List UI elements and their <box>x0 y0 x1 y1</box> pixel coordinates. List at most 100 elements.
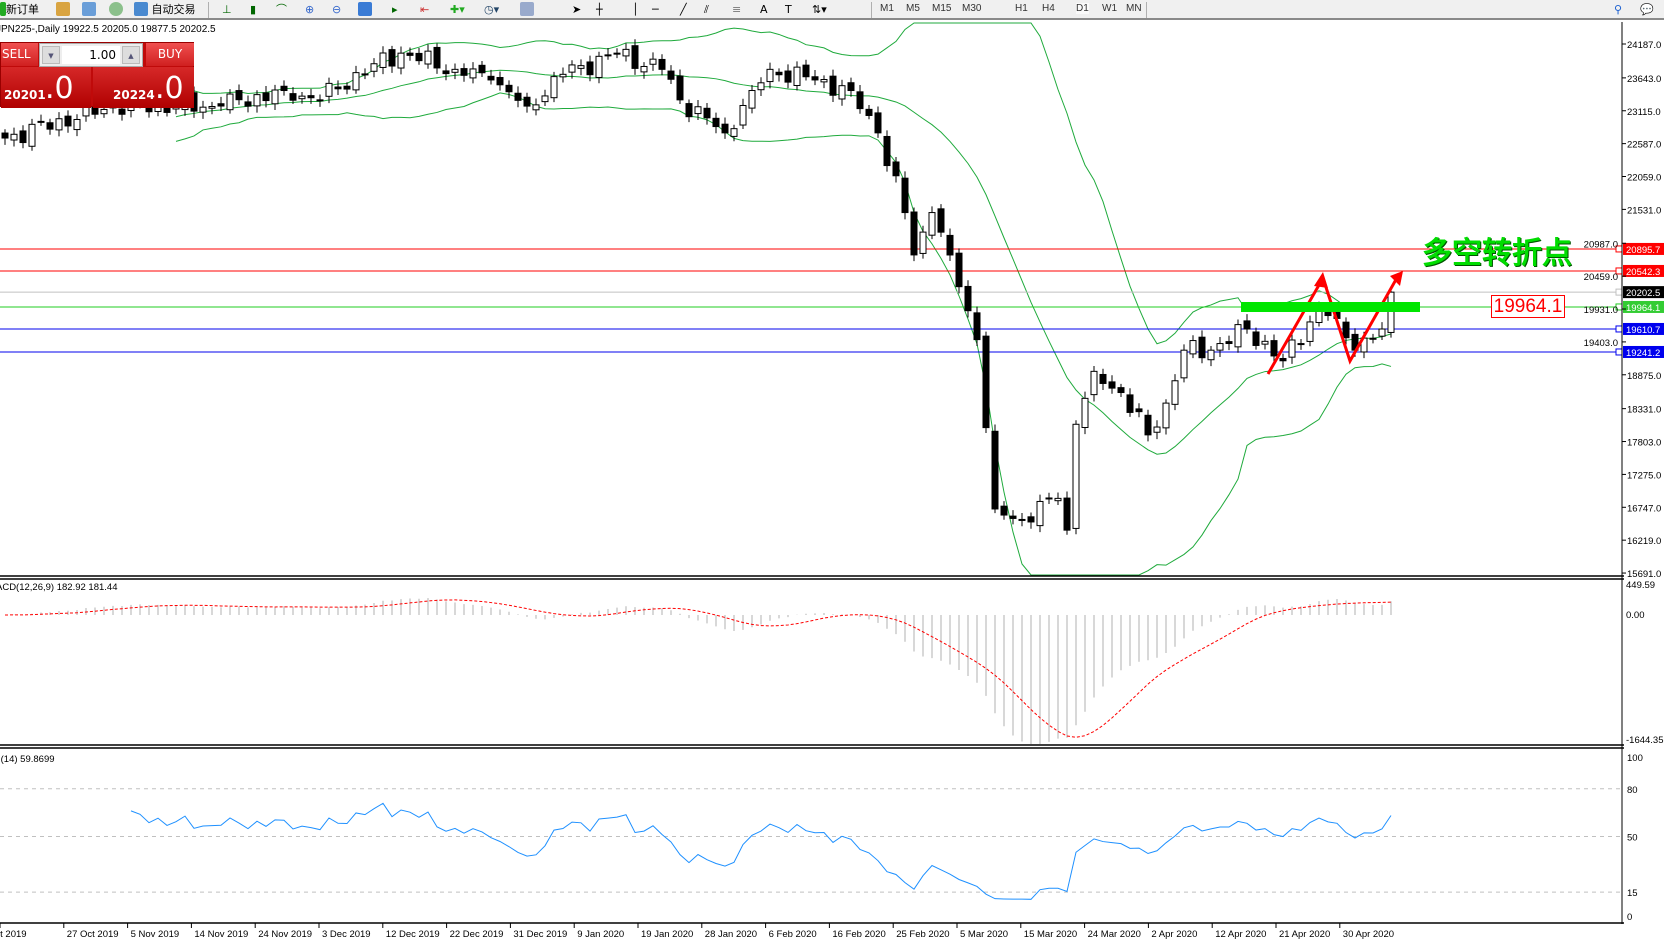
candlestick-chart-icon[interactable]: ▮ <box>250 3 257 16</box>
new-order-button[interactable]: 新订单 <box>0 2 39 18</box>
navigator-icon[interactable] <box>82 2 96 16</box>
templates-icon[interactable] <box>520 2 534 16</box>
timeframe-d1[interactable]: D1 <box>1076 3 1089 14</box>
candle <box>856 91 864 110</box>
timeframe-w1[interactable]: W1 <box>1102 3 1117 14</box>
fibonacci-icon[interactable]: ≡ <box>732 3 742 16</box>
candle <box>838 85 846 100</box>
candle <box>973 312 981 341</box>
candle <box>334 86 342 90</box>
candle <box>568 64 576 73</box>
timeframe-m1[interactable]: M1 <box>880 3 894 14</box>
candle <box>946 234 954 256</box>
cursor-icon[interactable]: ➤ <box>572 3 582 16</box>
candle <box>226 93 234 111</box>
volume-input[interactable]: 1.00 <box>62 46 120 64</box>
timeframe-m5[interactable]: M5 <box>906 3 920 14</box>
autoscroll-icon[interactable]: ▸ <box>392 3 398 16</box>
text-label-icon[interactable]: T <box>785 3 792 16</box>
trendline-icon[interactable]: ╱ <box>680 3 687 16</box>
bollinger-lower <box>175 92 1392 576</box>
zoom-out-icon[interactable]: ⊖ <box>332 3 342 16</box>
bollinger-upper <box>175 22 1392 345</box>
text-icon[interactable]: A <box>760 3 768 16</box>
candle <box>199 106 207 113</box>
candle <box>1000 505 1008 516</box>
candle <box>721 123 729 134</box>
date-label: 24 Mar 2020 <box>1088 929 1141 940</box>
volume-decrease-button[interactable]: ▼ <box>42 46 60 64</box>
candle <box>478 64 486 74</box>
bar-chart-icon[interactable]: ⊥ <box>222 3 232 16</box>
timeframe-m30[interactable]: M30 <box>962 3 982 14</box>
candle <box>28 123 36 147</box>
vertical-line-icon[interactable]: │ <box>632 3 639 16</box>
tile-windows-icon[interactable] <box>358 2 372 16</box>
candle <box>1108 381 1116 389</box>
macd-label: ACD(12,26,9) 182.92 181.44 <box>0 582 117 593</box>
level-price-tag <box>1623 242 1664 255</box>
zigzag-arrow-line <box>1266 274 1400 375</box>
arrowhead-icon <box>1314 272 1328 288</box>
arrows-icon[interactable]: ⇅▾ <box>812 3 827 16</box>
volume-increase-button[interactable]: ▲ <box>122 46 140 64</box>
candle <box>361 73 369 76</box>
candle <box>469 68 477 79</box>
macd-pane: ACD(12,26,9) 182.92 181.44 449.59 0.00 -164… <box>0 580 1664 746</box>
level-price-tag <box>1623 300 1664 313</box>
candle <box>514 92 522 101</box>
buy-button[interactable]: BUY <box>146 43 194 66</box>
auto-trading-button[interactable]: 自动交易 <box>134 2 196 18</box>
candle <box>748 90 756 109</box>
date-label: 16 Feb 2020 <box>832 929 885 940</box>
equidistant-channel-icon[interactable]: ⫽ <box>704 3 709 16</box>
level-handle <box>1615 288 1623 296</box>
candle <box>1180 349 1188 379</box>
candle <box>424 50 432 65</box>
candle <box>964 285 972 312</box>
timeframe-h4[interactable]: H4 <box>1042 3 1055 14</box>
chart-canvas[interactable]: 20895.7 20542.3 20202.5 19964.1 19610.7 19241… <box>0 22 1664 940</box>
line-chart-icon[interactable]: ⌒ <box>276 3 287 16</box>
timeframe-h1[interactable]: H1 <box>1015 3 1028 14</box>
chart-shift-icon[interactable]: ⇤ <box>420 3 430 16</box>
candle <box>1243 320 1251 330</box>
volume-stepper[interactable]: ▼ 1.00 ▲ <box>39 43 143 67</box>
candles <box>1 39 1395 535</box>
candle <box>892 161 900 177</box>
chat-icon[interactable]: 💬 <box>1640 3 1654 16</box>
candle <box>460 68 468 76</box>
buy-price[interactable]: 20224.0 <box>93 67 194 108</box>
candle <box>730 128 738 137</box>
date-label: Oct 2019 <box>0 929 27 940</box>
price-tick-label: 23115.0 <box>1627 107 1661 118</box>
candle <box>1027 516 1035 523</box>
sell-price[interactable]: 20201.0 <box>1 67 91 108</box>
zigzag-arrows <box>1266 271 1403 375</box>
candle <box>262 92 270 102</box>
date-label: 5 Mar 2020 <box>960 929 1008 940</box>
candle <box>919 231 927 254</box>
candle <box>316 99 324 102</box>
macd-axis-label: 0.00 <box>1626 610 1645 621</box>
zoom-in-icon[interactable]: ⊕ <box>305 3 315 16</box>
date-label: 30 Apr 2020 <box>1343 929 1394 940</box>
horizontal-line-icon[interactable]: ─ <box>652 3 659 16</box>
price-tick-label: 16219.0 <box>1627 536 1661 547</box>
sell-button[interactable]: SELL <box>1 43 38 66</box>
candle <box>1225 341 1233 345</box>
candle <box>541 95 549 103</box>
plus-icon <box>0 2 6 16</box>
indicators-icon[interactable]: ✚▾ <box>450 3 465 16</box>
timeframe-m15[interactable]: M15 <box>932 3 952 14</box>
price-tick-label: 24187.0 <box>1627 40 1661 51</box>
candle <box>442 70 450 75</box>
date-label: 15 Mar 2020 <box>1024 929 1077 940</box>
periods-clock-icon[interactable]: ◷▾ <box>484 3 500 16</box>
signals-icon[interactable] <box>109 2 123 16</box>
timeframe-mn[interactable]: MN <box>1126 3 1142 14</box>
crosshair-icon[interactable]: ┼ <box>596 3 603 16</box>
candle <box>1252 331 1260 346</box>
search-icon[interactable]: ⚲ <box>1614 3 1623 16</box>
metaeditor-icon[interactable] <box>56 2 70 16</box>
